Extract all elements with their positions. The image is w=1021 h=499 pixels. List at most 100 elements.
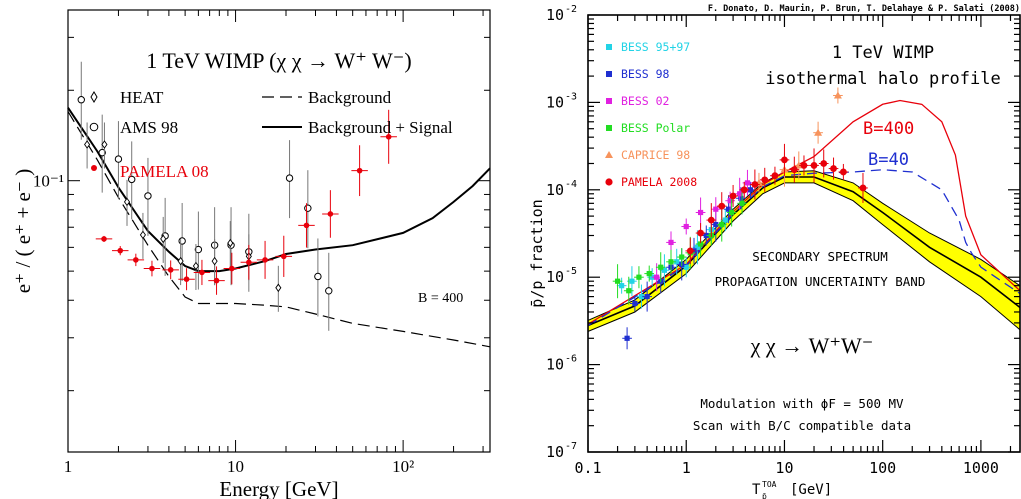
ams-98-point [325,287,333,295]
band-label-1: SECONDARY SPECTRUM [752,249,887,264]
chart-title-line2: isothermal halo profile [765,69,1000,89]
heat-point [139,230,146,240]
bess-point [713,206,719,212]
legend-ams-marker [89,122,99,132]
ams-98-point [77,96,85,104]
bess-point [713,221,719,228]
legend-marker [605,151,613,158]
pamela-2008-point [800,162,808,169]
pamela-2008-point [820,160,828,167]
bess-point [636,274,642,280]
heat-point [123,197,131,207]
pamela-08-point [385,133,392,140]
b-value-annotation: B = 400 [418,291,463,306]
legend-marker [606,44,612,50]
bess-point [624,335,630,341]
heat-point [84,140,91,149]
x-tick-label: 1000 [963,459,999,477]
bess-point [619,283,625,289]
background-curve [67,111,491,348]
y-tick-exponent: -5 [565,266,577,277]
scan-label: Scan with B/C compatible data [693,418,911,433]
ams-98-point [304,204,312,212]
pamela-08-point [303,222,310,229]
bess-point [626,288,632,294]
legend-pamela-marker [91,165,97,171]
pamela-2008-point [729,192,737,200]
heat-point [101,140,108,149]
ams-98-point [178,237,186,245]
pamela-08-point [327,211,334,217]
bess-point [683,264,689,270]
pamela-08-point [246,259,252,266]
ams-98-point [98,148,106,157]
y-tick-label: 10 [546,443,564,461]
heat-point [211,256,218,266]
legend-pamela-label: PAMELA 08 [120,162,209,181]
caprice-98-point [833,91,842,99]
ams-98-point [114,155,123,163]
pamela-08-point [280,253,287,260]
bess-point [747,187,753,193]
y-tick-label: 10 [546,181,564,199]
legend-signal-label: Background + Signal [308,118,453,137]
bess-point [727,198,733,204]
pamela-08-point [356,167,363,174]
pamela-08-point [199,269,205,276]
bess-point [668,259,674,265]
y-axis-label: e⁺ / ( e⁺ + e⁻ ) [11,169,35,293]
x-tick-label: 1 [682,459,691,477]
y-axis-label: p̄/p fraction [528,199,546,307]
y-tick-exponent: -3 [565,91,577,102]
credit-line: F. Donato, D. Maurin, P. Brun, T. Delaha… [708,3,1020,14]
bess-point [694,244,701,250]
b400-label: B=400 [863,119,914,139]
legend-marker [606,125,612,131]
legend-label: PAMELA 2008 [621,175,697,189]
bess-point [697,241,704,247]
plot-frame [67,9,491,453]
bess-point [703,232,709,239]
legend-marker [606,71,612,77]
heat-point [177,256,184,266]
bess-point [638,293,645,300]
y-tick-label: 10 [546,268,564,286]
x-tick-label: 0.1 [574,459,601,477]
pamela-2008-point [839,168,847,176]
bess-point [737,191,743,197]
legend-label: BESS 95+97 [621,40,690,54]
bess-point [725,206,732,212]
x-axis-label: Energy [GeV] [219,477,338,499]
y-tick-exponent: -7 [565,441,577,452]
y-tick-exponent: -6 [565,354,577,365]
pamela-2008-point [751,181,759,188]
x-tick-label: 10 [775,459,793,477]
pamela-2008-point [740,186,748,194]
bess-point [644,293,650,300]
ams-98-point [128,175,136,184]
plot-frame [587,14,1021,453]
caprice-98-point [814,128,823,136]
chart-title-line1: 1 TeV WIMP [832,43,934,63]
legend-marker [605,178,613,186]
plot-area [588,87,1020,350]
ams-98-point [144,192,152,200]
bess-point [697,209,704,216]
y-tick-label: 10⁻¹ [33,172,64,191]
pamela-08-point [262,257,268,263]
bess-point [719,221,725,228]
pamela-2008-point [810,162,818,169]
bess-point [683,223,689,230]
bess-point [739,200,745,206]
pamela-08-point [183,276,190,283]
x-tick-label: 1 [64,457,73,476]
x-axis-label-sub: p̄ [762,492,767,499]
x-tick-label: 10² [392,457,414,476]
y-tick-exponent: -2 [565,4,577,15]
pamela-2008-point [718,202,726,210]
bess-point [654,274,660,280]
legend-heat-marker [90,91,98,103]
legend-ams-label: AMS 98 [120,118,178,137]
band-label-2: PROPAGATION UNCERTAINTY BAND [715,274,926,289]
pamela-08-point [101,236,107,242]
